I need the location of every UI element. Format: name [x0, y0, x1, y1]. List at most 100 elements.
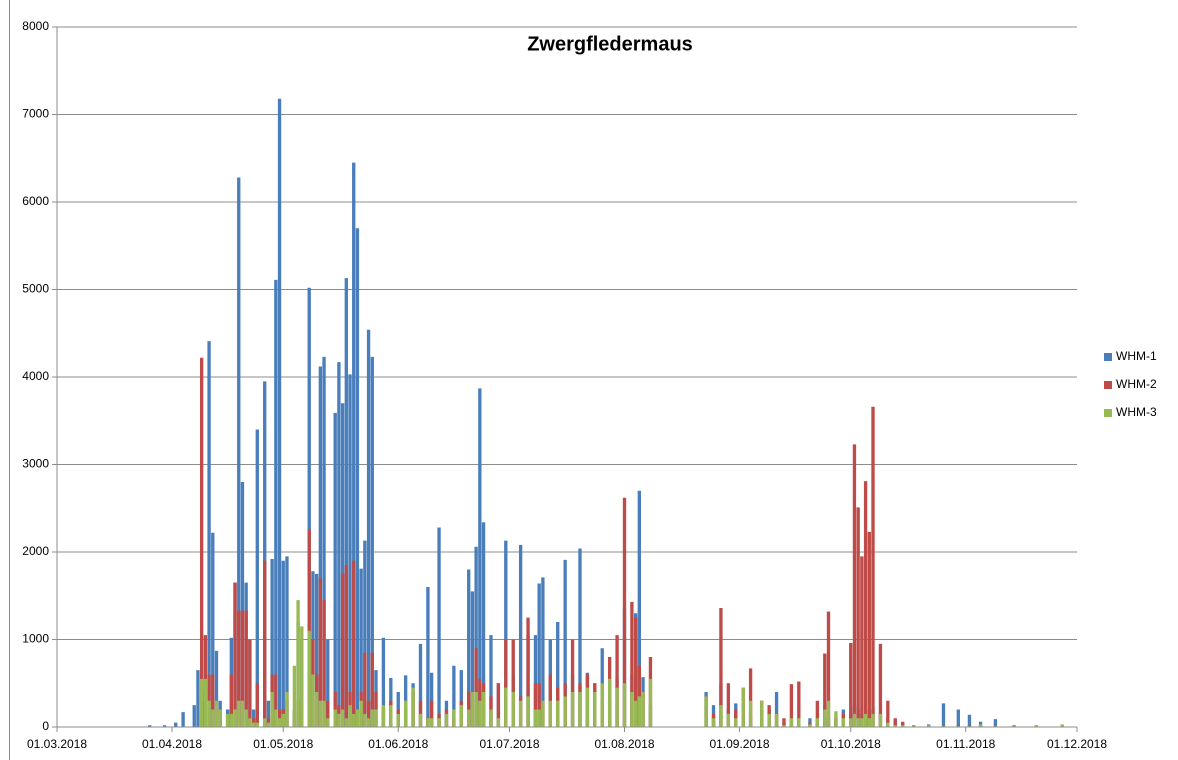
bar — [307, 287, 311, 727]
bar — [774, 692, 779, 727]
bar — [518, 545, 523, 727]
bar — [444, 713, 449, 727]
bar — [782, 725, 786, 727]
bar — [370, 709, 374, 727]
bar — [363, 540, 367, 727]
x-tick-label: 01.12.2018 — [1047, 737, 1107, 751]
bar — [886, 722, 890, 727]
bar — [333, 709, 337, 727]
bar — [340, 573, 345, 727]
bar — [340, 709, 345, 727]
bar — [901, 725, 905, 727]
bar — [348, 374, 352, 727]
bar — [452, 709, 456, 727]
bar — [411, 687, 415, 727]
bar — [856, 507, 860, 727]
bars — [148, 98, 1064, 727]
bar — [162, 725, 167, 727]
bar — [893, 718, 897, 727]
bar — [504, 687, 508, 727]
bar — [978, 724, 983, 727]
bar — [199, 357, 204, 727]
bar — [823, 653, 827, 727]
bar — [244, 709, 248, 727]
bar — [556, 700, 560, 727]
bar — [270, 692, 274, 727]
bar — [418, 713, 423, 727]
y-tick-label: 0 — [42, 719, 49, 733]
bar — [322, 356, 326, 727]
bar — [233, 582, 237, 727]
legend-swatch — [1104, 381, 1112, 389]
bar — [615, 635, 619, 727]
bar — [630, 601, 634, 727]
x-tick-label: 01.06.2018 — [368, 737, 428, 751]
bar — [496, 683, 501, 727]
bar — [704, 696, 708, 727]
bar — [174, 722, 178, 727]
bar — [537, 709, 541, 727]
bar — [355, 228, 360, 727]
bar — [537, 583, 541, 727]
bar — [474, 692, 478, 727]
y-tick-label: 5000 — [22, 282, 49, 296]
bar — [318, 578, 323, 727]
bar — [281, 560, 285, 727]
bar — [274, 674, 278, 727]
bar — [815, 718, 820, 727]
bar — [437, 527, 441, 727]
bar — [849, 643, 853, 727]
bar — [348, 705, 352, 727]
bar — [526, 617, 530, 727]
x-tick-label: 01.05.2018 — [253, 737, 313, 751]
bar — [541, 700, 545, 727]
bar — [363, 713, 367, 727]
bar — [326, 639, 330, 727]
bar — [852, 713, 857, 727]
bar — [1034, 725, 1038, 727]
bar — [255, 429, 259, 727]
bar — [886, 700, 890, 727]
bar — [993, 719, 998, 727]
bar — [244, 610, 248, 727]
bar — [359, 568, 363, 727]
bar — [878, 643, 883, 727]
legend-label: WHM-1 — [1116, 349, 1157, 363]
bar — [867, 718, 871, 727]
bar — [274, 709, 278, 727]
bar — [489, 635, 493, 727]
bar — [726, 713, 731, 727]
bar — [600, 683, 604, 727]
bar — [459, 670, 463, 727]
bar — [511, 692, 515, 727]
legend-swatch — [1104, 409, 1112, 417]
bar — [374, 709, 378, 727]
bar — [311, 674, 315, 727]
bar — [263, 381, 267, 727]
bar — [429, 672, 434, 727]
bar — [263, 718, 267, 727]
bar — [526, 696, 530, 727]
bar — [237, 177, 241, 727]
bar — [255, 722, 259, 727]
bar — [637, 696, 641, 727]
bar — [355, 709, 360, 727]
bar — [266, 722, 271, 727]
bar — [403, 700, 408, 727]
bar — [240, 610, 245, 727]
y-tick-label: 3000 — [22, 457, 49, 471]
bar — [863, 713, 868, 727]
bar — [426, 718, 430, 727]
bar — [300, 626, 304, 727]
bar — [570, 639, 575, 727]
bar — [467, 709, 471, 727]
bar — [533, 709, 538, 727]
bar — [578, 692, 582, 727]
x-tick-label: 01.03.2018 — [27, 737, 87, 751]
bar — [281, 713, 285, 727]
bar — [363, 652, 367, 727]
bar — [711, 718, 716, 727]
bar — [255, 683, 259, 727]
x-tick-label: 01.09.2018 — [709, 737, 769, 751]
bar — [396, 713, 400, 727]
